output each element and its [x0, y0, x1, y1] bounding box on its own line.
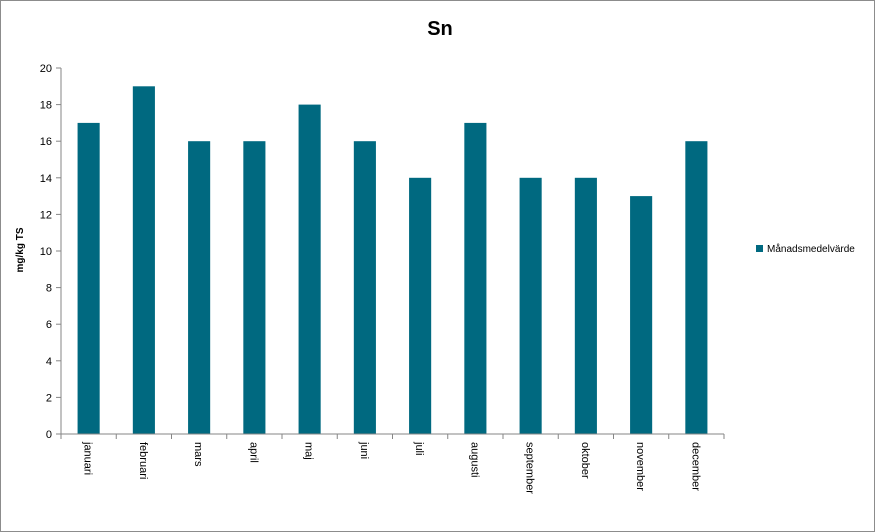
- x-tick-label-juni: juni: [358, 441, 370, 459]
- bar-mars: [188, 141, 211, 434]
- legend-swatch: [756, 245, 763, 252]
- bar-juni: [353, 141, 376, 434]
- bar-augusti: [464, 122, 487, 435]
- bar-oktober: [574, 177, 597, 435]
- bar-november: [630, 196, 653, 434]
- x-tick-label-april: april: [247, 442, 259, 463]
- x-tick-label-januari: januari: [82, 441, 94, 475]
- x-tick-label-maj: maj: [303, 442, 315, 460]
- y-tick-label: 8: [46, 283, 52, 295]
- bar-december: [685, 141, 708, 434]
- bar-februari: [132, 86, 155, 435]
- y-tick-label: 6: [46, 319, 52, 331]
- y-tick-label: 4: [46, 356, 52, 368]
- bar-maj: [298, 104, 321, 434]
- y-tick-label: 18: [40, 100, 52, 112]
- chart-title: Sn: [427, 18, 453, 40]
- x-tick-label-juli: juli: [413, 441, 425, 455]
- x-tick-label-september: september: [524, 442, 536, 494]
- y-axis-label: mg/kg TS: [15, 227, 26, 272]
- x-tick-label-mars: mars: [192, 442, 204, 467]
- bar-april: [243, 141, 266, 434]
- legend: Månadsmedelvärde: [756, 243, 855, 255]
- x-tick-label-november: november: [634, 442, 646, 491]
- y-tick-label: 10: [40, 246, 52, 258]
- x-tick-label-augusti: augusti: [468, 442, 480, 477]
- y-tick-label: 16: [40, 136, 52, 148]
- legend-entry-manadsmedelvarde: Månadsmedelvärde: [767, 243, 855, 255]
- x-tick-label-december: december: [689, 442, 701, 491]
- y-tick-label: 0: [46, 429, 52, 441]
- bar-september: [519, 177, 542, 435]
- x-tick-label-februari: februari: [137, 442, 149, 479]
- bar-juli: [409, 177, 432, 435]
- y-tick-label: 14: [40, 173, 52, 185]
- y-tick-label: 12: [40, 209, 52, 221]
- y-tick-label: 2: [46, 392, 52, 404]
- bar-januari: [77, 122, 100, 435]
- y-tick-label: 20: [40, 63, 52, 75]
- x-tick-label-oktober: oktober: [579, 442, 591, 479]
